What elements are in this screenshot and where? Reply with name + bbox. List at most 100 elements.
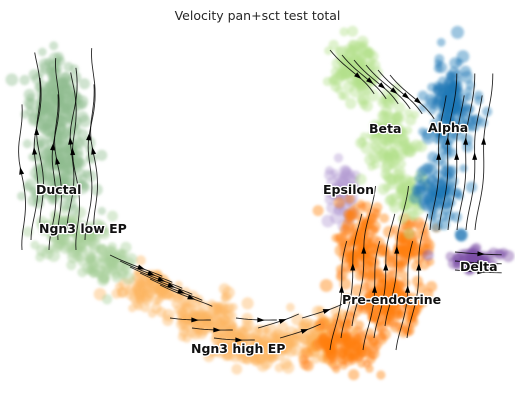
streamline-arrow [187, 294, 196, 300]
cell-point [128, 304, 137, 313]
streamline [54, 94, 62, 241]
cell-point [348, 369, 360, 381]
cell-point [341, 293, 352, 303]
cell-point [107, 210, 118, 222]
cell-point [399, 174, 413, 187]
cell-point [425, 281, 438, 293]
streamline-arrow [477, 251, 485, 257]
cell-point [98, 227, 110, 240]
cell-point [322, 76, 332, 87]
streamline-arrow [394, 246, 400, 254]
cell-point [43, 109, 56, 122]
cell-point [365, 364, 374, 373]
chart-title: Velocity pan+sct test total [174, 8, 341, 23]
cell-point [368, 220, 381, 233]
streamline-arrow [454, 152, 460, 160]
cell-point [425, 163, 438, 176]
cell-point [338, 68, 347, 77]
cell-point [75, 253, 84, 263]
cell-point [45, 80, 56, 90]
cell-point [419, 235, 433, 249]
streamline-arrow [405, 285, 410, 293]
cell-point [97, 265, 107, 274]
cell-point [485, 250, 494, 260]
cell-point [430, 179, 442, 191]
streamline [139, 272, 193, 295]
cell-point [48, 184, 60, 196]
cell-point [399, 139, 411, 151]
cell-point [442, 95, 453, 106]
cell-point [264, 323, 278, 337]
cell-point [237, 352, 249, 364]
cell-point [366, 89, 380, 102]
cell-point [302, 359, 314, 372]
streamline [70, 72, 80, 251]
cell-point [462, 141, 474, 153]
cell-point [67, 83, 78, 93]
cell-point [134, 290, 146, 302]
cell-point [203, 351, 215, 363]
streamline-arrow [378, 82, 386, 89]
cell-point [17, 191, 26, 201]
cell-point [360, 141, 374, 155]
cell-point [57, 153, 66, 163]
cell-point [22, 226, 34, 238]
cell-point [459, 65, 472, 78]
cell-point [443, 77, 456, 91]
cell-point [421, 131, 435, 145]
cluster-cells-alpha [409, 25, 493, 242]
cell-point [366, 250, 375, 259]
streamline-arrow [177, 288, 186, 294]
cell-point [433, 63, 443, 73]
streamline [465, 95, 483, 231]
cell-point [29, 166, 43, 180]
streamline [389, 74, 435, 120]
cell-point [346, 169, 355, 178]
cell-point [462, 114, 474, 126]
streamline [213, 337, 255, 341]
streamline [341, 54, 387, 100]
streamline-arrow [34, 127, 40, 136]
cell-point [393, 293, 403, 303]
streamline [34, 52, 44, 231]
cell-point [341, 331, 351, 340]
cell-point [40, 88, 51, 99]
cell-point [59, 199, 71, 211]
streamline-arrow [32, 147, 38, 155]
cell-point [438, 218, 450, 231]
streamline-arrow [322, 309, 331, 314]
cell-point [222, 286, 235, 300]
cell-point [391, 281, 401, 290]
cell-point [45, 244, 55, 254]
cell-point [334, 46, 345, 57]
cell-point [75, 237, 88, 250]
cell-point [345, 97, 357, 110]
cell-point [441, 149, 452, 160]
cell-point [357, 202, 367, 212]
cell-point [282, 361, 295, 374]
cell-point [301, 335, 311, 345]
cell-point [379, 213, 390, 223]
cell-point [342, 350, 355, 363]
cell-point [465, 181, 477, 193]
streamline-arrow [416, 263, 422, 271]
streamline [301, 303, 343, 319]
streamline-arrow [472, 152, 478, 160]
cell-point [397, 214, 408, 225]
streamline [119, 260, 173, 283]
cell-point [342, 80, 355, 93]
cluster-labels: Ductal Ngn3 low EP Ngn3 high EP Pre-endocri… [35, 119, 499, 358]
cell-point [50, 150, 60, 160]
streamline [30, 77, 42, 241]
cell-point [156, 307, 167, 318]
cell-point [363, 328, 376, 341]
streamline-arrow [147, 270, 156, 276]
cell-point [443, 166, 456, 179]
streamline-arrow [167, 282, 176, 288]
cell-point [19, 74, 30, 86]
cell-point [214, 345, 227, 359]
streamline-arrow [481, 137, 487, 145]
cell-point [30, 240, 40, 250]
cell-point [241, 297, 254, 310]
cell-point [215, 301, 229, 315]
